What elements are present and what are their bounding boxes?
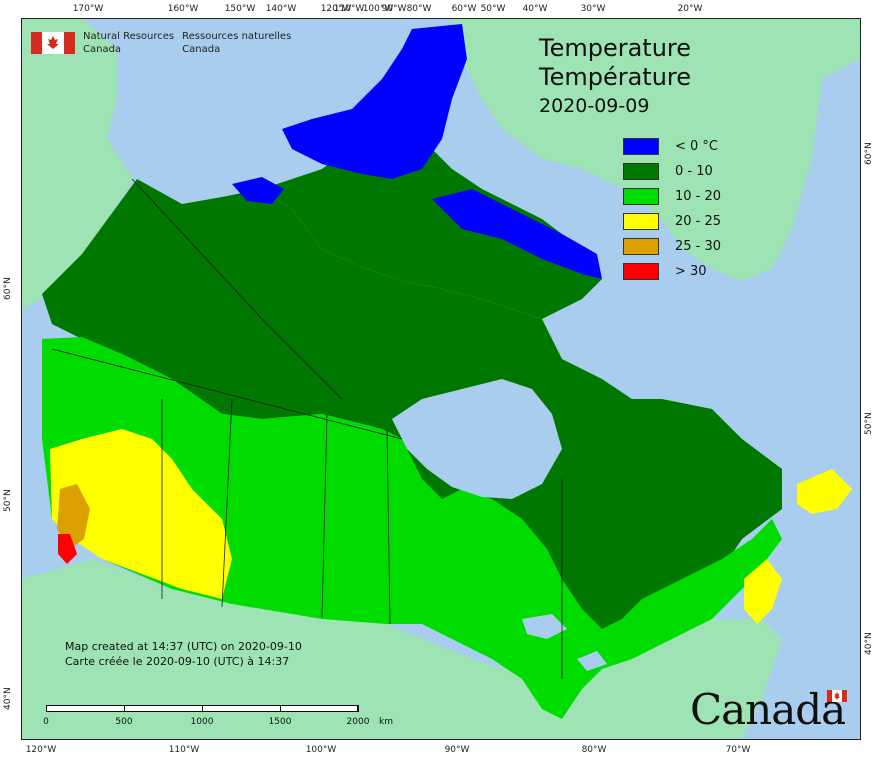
great-lake-2 [577,651,607,671]
map-canvas [22,19,860,739]
lon-tick-bottom: 110°W [168,745,200,755]
lon-tick-top: 60°W [451,4,477,14]
lon-tick-bottom: 90°W [444,745,470,755]
legend-item: < 0 °C [623,134,721,159]
canada-wordmark: Canada [690,685,847,734]
border-sk-mb [321,413,328,618]
legend-item: 0 - 10 [623,159,721,184]
legend-swatch [623,163,659,180]
alaska-land [22,19,134,309]
lon-tick-top: 140°W [265,4,297,14]
lon-tick-top: 30°W [580,4,606,14]
lon-tick-bottom: 120°W [25,745,57,755]
scale-bar: 0 500 1000 1500 2000 km [43,705,393,727]
org-name-fr-line2: Canada [182,44,221,55]
scale-label: 2000 [346,717,370,727]
lon-tick-top: 120°W [320,4,352,14]
legend-swatch [623,238,659,255]
zone-20-25-newfoundland [797,469,852,514]
lon-tick-top: 50°W [480,4,506,14]
lon-tick-top: 80°W [406,4,432,14]
org-name-en: Natural Resources Canada [83,30,174,56]
scale-segment [281,706,358,711]
legend-item: 10 - 20 [623,184,721,209]
legend-label: 25 - 30 [675,239,722,254]
zone-above-30 [58,534,77,564]
canada-flag-icon [31,32,75,54]
lat-tick-left: 50°N [3,489,13,512]
scale-label: 1500 [268,717,292,727]
legend-label: 0 - 10 [675,164,713,179]
wordmark-text: Canada [690,685,846,734]
legend-label: 10 - 20 [675,189,722,204]
legend-item: > 30 [623,259,721,284]
legend-item: 20 - 25 [623,209,721,234]
org-name-en-line2: Canada [83,44,122,55]
lat-tick-left: 60°N [3,277,13,300]
zone-below-0-west [232,177,284,204]
scale-segment [47,706,125,711]
lat-tick-left: 40°N [3,687,13,710]
lon-tick-top: 20°W [677,4,703,14]
title-en: Temperature [539,34,692,62]
scale-label: 1000 [190,717,214,727]
lat-tick-right: 50°N [864,412,874,435]
lon-tick-top: 100°W [362,4,394,14]
lon-tick-top: 170°W [72,4,104,14]
temperature-map[interactable] [21,18,861,740]
legend-swatch [623,263,659,280]
zone-25-30 [57,484,90,549]
legend: < 0 °C 0 - 10 10 - 20 20 - 25 25 - 30 > 30 [623,134,721,284]
zone-20-25-maritimes [744,559,782,624]
title-date: 2020-09-09 [539,95,650,117]
org-name-fr: Ressources naturelles Canada [182,30,291,56]
lon-tick-top: 40°W [522,4,548,14]
scale-bar-track [46,705,359,712]
org-name-fr-line1: Ressources naturelles [182,31,292,42]
border-60n [51,348,403,440]
map-title: Temperature Température 2020-09-09 [539,34,691,119]
legend-swatch [623,213,659,230]
zone-below-0-baffin [432,189,602,279]
title-fr: Température [539,63,692,91]
lon-tick-top: 90°W [381,4,407,14]
lon-tick-bottom: 70°W [725,745,751,755]
legend-label: < 0 °C [675,139,719,154]
border-yt-nt [131,178,343,400]
border-mb-on [386,428,391,625]
scale-unit: km [379,717,393,727]
lon-tick-top: 110°W [333,4,365,14]
province-borders [51,178,563,679]
nrcan-signature: Natural Resources Canada Ressources natu… [31,30,291,56]
legend-swatch [623,188,659,205]
legend-label: 20 - 25 [675,214,722,229]
map-credit: Map created at 14:37 (UTC) on 2020-09-10… [65,639,302,669]
legend-swatch [623,138,659,155]
lon-tick-top: 150°W [224,4,256,14]
lon-tick-bottom: 100°W [305,745,337,755]
credit-en: Map created at 14:37 (UTC) on 2020-09-10 [65,640,302,653]
legend-item: 25 - 30 [623,234,721,259]
lat-tick-right: 40°N [864,632,874,655]
zone-below-0-ellesmere [282,24,467,179]
border-ab-sk [221,398,233,608]
lon-tick-top: 160°W [167,4,199,14]
great-lake-1 [522,614,567,639]
scale-label: 500 [115,717,133,727]
usa-land [22,559,782,739]
credit-fr: Carte créée le 2020-09-10 (UTC) à 14:37 [65,655,290,668]
scale-label: 0 [43,717,49,727]
arctic-islands-0-10 [262,129,602,319]
hudson-bay [392,379,562,499]
lon-tick-bottom: 80°W [581,745,607,755]
scale-segment [203,706,281,711]
legend-label: > 30 [675,264,707,279]
wordmark-flag-icon [827,690,847,702]
lat-tick-right: 60°N [864,142,874,165]
zone-20-25-west [50,429,232,599]
zone-10-20 [42,337,782,719]
scale-segment [125,706,203,711]
org-name-en-line1: Natural Resources [83,31,175,42]
